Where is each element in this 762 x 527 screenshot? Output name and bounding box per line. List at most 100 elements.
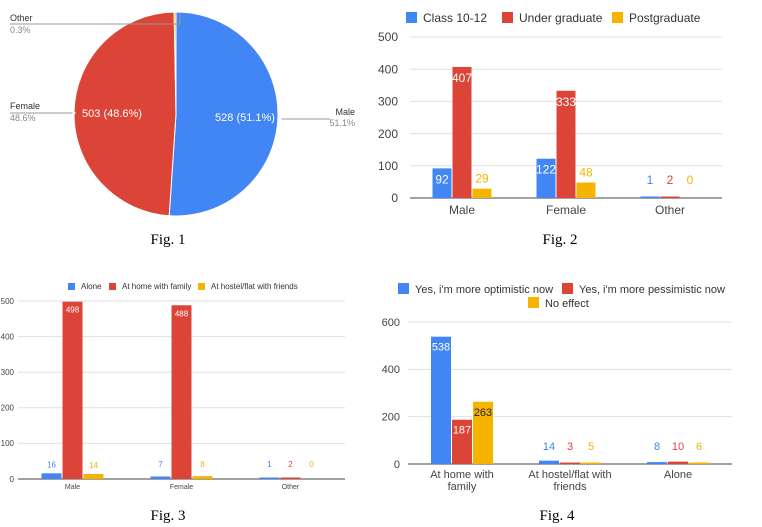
bar-value-label-0-1: 498 xyxy=(66,306,80,315)
bar-value-label-2-2: 6 xyxy=(696,441,702,453)
bar-1-0 xyxy=(150,476,171,479)
legend-swatch-2 xyxy=(612,12,623,23)
y-tick-label-500: 500 xyxy=(378,30,398,44)
legend-swatch-0 xyxy=(398,283,409,294)
y-tick-label-400: 400 xyxy=(1,332,15,341)
bar-value-label-2-1: 2 xyxy=(667,173,674,187)
y-tick-label-400: 400 xyxy=(378,62,398,76)
fig4-bar-chart: 0 200 400 600 Yes, i'm more optimistic now Ye… xyxy=(382,283,732,493)
y-tick-label-500: 500 xyxy=(1,297,15,306)
bar-2-0 xyxy=(640,196,660,198)
pie-label-other: Other xyxy=(10,13,33,23)
legend-swatch-1 xyxy=(109,283,116,290)
pie-slice-other xyxy=(173,11,177,115)
bar-value-label-0-1: 407 xyxy=(452,71,472,85)
x-tick-label-0: Male xyxy=(449,203,475,217)
legend-swatch-1 xyxy=(562,283,573,294)
bar-0-1 xyxy=(452,419,472,464)
y-tick-label-0: 0 xyxy=(394,459,400,471)
x-tick-label-1: Female xyxy=(546,203,586,217)
bar-value-label-1-1: 3 xyxy=(567,441,573,453)
bar-value-label-0-2: 29 xyxy=(475,172,489,186)
pie-label-male-inside: 528 (51.1%) xyxy=(215,112,275,124)
bar-1-2 xyxy=(581,462,601,464)
bar-1-0 xyxy=(536,158,556,198)
bar-1-0 xyxy=(539,460,559,464)
bar-0-2 xyxy=(473,401,493,464)
legend-label-1: Under graduate xyxy=(519,11,603,25)
bar-value-label-1-2: 8 xyxy=(200,460,205,469)
bar-1-2 xyxy=(576,182,596,198)
bar-value-label-1-2: 48 xyxy=(579,166,593,180)
y-tick-label-100: 100 xyxy=(1,439,15,448)
bar-0-1 xyxy=(62,301,83,479)
bar-0-0 xyxy=(432,168,452,198)
y-tick-label-100: 100 xyxy=(378,159,398,173)
bar-value-label-0-2: 14 xyxy=(89,461,98,470)
legend-swatch-0 xyxy=(68,283,75,290)
bar-value-label-2-2: 0 xyxy=(309,460,314,469)
y-tick-label-0: 0 xyxy=(391,191,398,205)
legend-swatch-1 xyxy=(502,12,513,23)
caption-fig4: Fig. 4 xyxy=(539,508,575,524)
bar-value-label-1-1: 488 xyxy=(175,309,189,318)
bar-value-label-1-1: 333 xyxy=(556,95,576,109)
bar-value-label-1-0: 7 xyxy=(158,460,163,469)
bar-2-0 xyxy=(259,477,280,479)
pie-percent-male: 51.1% xyxy=(329,118,355,128)
bar-value-label-1-0: 122 xyxy=(536,163,556,177)
bar-value-label-0-0: 16 xyxy=(47,460,56,469)
y-tick-label-200: 200 xyxy=(382,412,400,424)
bar-1-1 xyxy=(556,90,576,198)
legend-label-0: Class 10-12 xyxy=(423,11,487,25)
y-tick-label-600: 600 xyxy=(382,317,400,329)
bar-0-2 xyxy=(83,474,104,479)
legend-swatch-2 xyxy=(198,283,205,290)
bar-1-1 xyxy=(560,462,580,464)
bar-1-1 xyxy=(171,305,192,479)
x-tick-label-0: Male xyxy=(65,484,80,491)
bar-2-0 xyxy=(647,462,667,464)
legend-label-0: Yes, i'm more optimistic now xyxy=(415,284,553,296)
x-tick-label-2: Alone xyxy=(664,469,692,481)
caption-fig2: Fig. 2 xyxy=(542,232,577,248)
bar-2-2 xyxy=(689,462,709,464)
x-tick-label-1: At hostel/flat with friends xyxy=(528,469,611,493)
caption-fig1: Fig. 1 xyxy=(150,232,185,248)
x-tick-label-1: Female xyxy=(170,484,193,491)
x-tick-label-0: At home with family xyxy=(430,469,494,493)
legend-swatch-0 xyxy=(406,12,417,23)
legend-label-0: Alone xyxy=(81,282,102,291)
caption-fig3: Fig. 3 xyxy=(150,508,185,524)
legend-swatch-2 xyxy=(528,297,539,308)
x-tick-label-2: Other xyxy=(282,484,300,491)
bar-0-0 xyxy=(431,336,451,464)
leader-line-other xyxy=(10,14,181,25)
bar-2-1 xyxy=(668,461,688,464)
bar-0-2 xyxy=(472,188,492,198)
bar-0-0 xyxy=(41,473,62,479)
bar-value-label-2-2: 0 xyxy=(687,173,694,187)
bar-value-label-2-1: 10 xyxy=(672,441,684,453)
bar-2-1 xyxy=(660,196,680,198)
bar-2-1 xyxy=(280,477,301,479)
bar-value-label-2-0: 1 xyxy=(267,460,272,469)
x-tick-label-2: Other xyxy=(655,203,685,217)
bar-value-label-0-0: 92 xyxy=(435,172,449,186)
leader-dot-male xyxy=(278,117,282,121)
bar-1-2 xyxy=(192,476,213,479)
fig3-bar-chart: 0 100 200 300 400 500 Alone At home with family… xyxy=(1,282,345,491)
bar-value-label-0-0: 538 xyxy=(432,342,450,354)
pie-label-male: Male xyxy=(335,107,355,117)
y-tick-label-300: 300 xyxy=(378,95,398,109)
legend-label-1: At home with family xyxy=(122,282,191,291)
fig2-bar-chart: 0 100 200 300 400 500 Class 10-12 Under graduat… xyxy=(378,11,722,217)
pie-slice-male xyxy=(168,11,279,217)
y-tick-label-0: 0 xyxy=(10,475,15,484)
bar-value-label-1-2: 5 xyxy=(588,441,594,453)
bar-value-label-2-0: 8 xyxy=(654,441,660,453)
legend-label-1: Yes, i'm more pessimistic now xyxy=(579,284,725,296)
legend-label-2: Postgraduate xyxy=(629,11,701,25)
